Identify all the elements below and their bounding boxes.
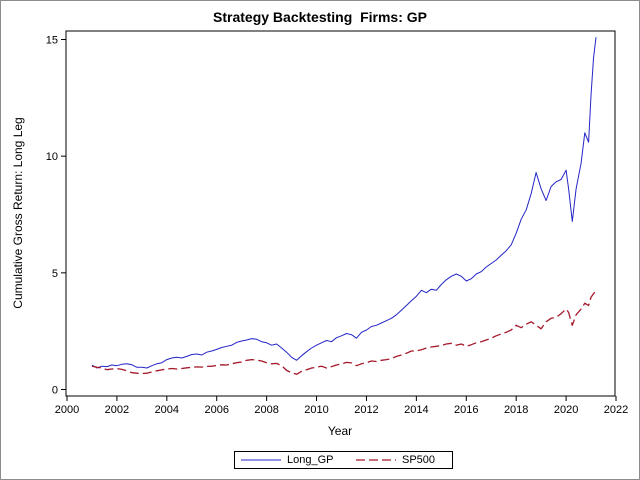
legend-swatch-long-gp <box>241 459 281 461</box>
series-line-long-gp <box>91 37 597 369</box>
chart-title: Strategy Backtesting Firms: GP <box>213 9 427 25</box>
legend: Long_GP SP500 <box>234 451 453 469</box>
x-tick-label: 2020 <box>554 404 578 416</box>
x-tick-label: 2006 <box>204 404 228 416</box>
x-axis-title: Year <box>328 424 352 438</box>
y-tick-label: 10 <box>46 151 58 163</box>
legend-label-long-gp: Long_GP <box>287 454 334 466</box>
x-tick-label: 2022 <box>604 404 628 416</box>
x-tick-label: 2012 <box>354 404 378 416</box>
x-tick-label: 2014 <box>404 404 428 416</box>
legend-item-long-gp: Long_GP <box>241 453 341 468</box>
x-tick-label: 2018 <box>504 404 528 416</box>
x-tick-label: 2010 <box>304 404 328 416</box>
x-tick-label: 2000 <box>55 404 79 416</box>
series-line-sp500 <box>91 289 597 375</box>
y-tick-label: 5 <box>52 268 58 280</box>
legend-item-sp500: SP500 <box>356 453 446 468</box>
x-tick-label: 2008 <box>254 404 278 416</box>
x-tick-label: 2002 <box>105 404 129 416</box>
x-tick-label: 2004 <box>155 404 179 416</box>
y-tick-label: 0 <box>52 385 58 397</box>
legend-swatch-sp500 <box>356 459 396 461</box>
y-tick-label: 15 <box>46 35 58 47</box>
y-axis-title: Cumulative Gross Return: Long Leg <box>11 117 25 308</box>
plot-area <box>65 30 616 397</box>
legend-label-sp500: SP500 <box>402 454 436 466</box>
x-tick-label: 2016 <box>454 404 478 416</box>
